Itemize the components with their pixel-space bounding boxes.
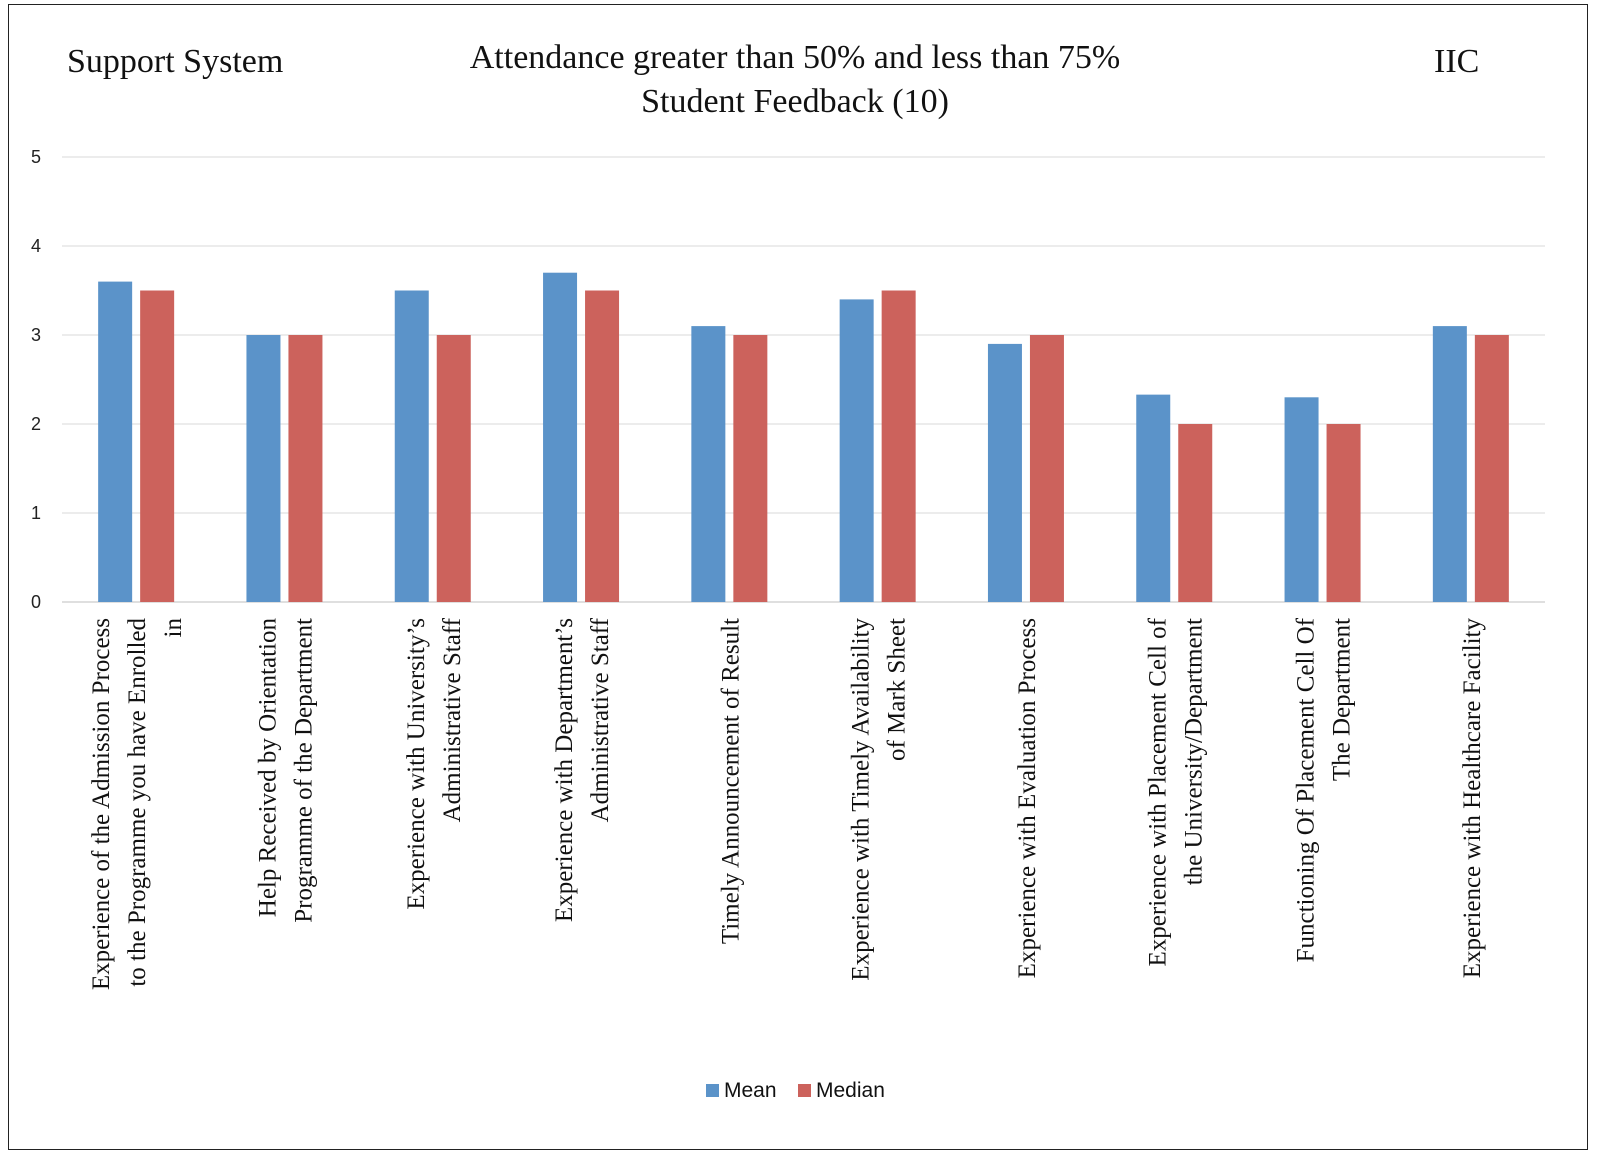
- chart-title-line-2: Student Feedback (10): [641, 83, 949, 120]
- bar-median: [1178, 424, 1213, 602]
- y-tick-label: 2: [31, 414, 41, 434]
- bar-mean: [987, 343, 1022, 602]
- x-category-label: Experience with Timely Availability: [848, 618, 875, 981]
- x-category-label: Administrative Staff: [439, 617, 466, 822]
- y-tick-label: 5: [31, 147, 41, 167]
- y-tick-label: 1: [31, 503, 41, 523]
- bar-mean: [839, 299, 874, 602]
- bar-median: [288, 335, 323, 602]
- x-category-label: The Department: [1329, 618, 1356, 781]
- legend-label-median: Median: [816, 1079, 885, 1102]
- y-tick-label: 0: [31, 592, 41, 612]
- x-category-label: Help Received by Orientation: [254, 618, 281, 918]
- x-category-label: Experience of the Admission Process: [88, 618, 115, 990]
- bar-median: [140, 290, 175, 602]
- bar-mean: [543, 272, 578, 602]
- x-category-label: Functioning Of Placement Cell Of: [1293, 617, 1320, 962]
- bar-median: [1029, 335, 1064, 602]
- chart-title-line-1: Attendance greater than 50% and less tha…: [469, 39, 1121, 76]
- header-right-label: IIC: [1434, 43, 1480, 80]
- x-category-label: Experience with Department’s: [551, 618, 578, 922]
- legend-label-mean: Mean: [724, 1079, 777, 1102]
- legend-swatch-mean: [706, 1084, 719, 1097]
- x-category-label: Programme of the Department: [290, 618, 317, 923]
- bar-mean: [246, 335, 281, 602]
- x-category-label: Experience with Evaluation Process: [1014, 618, 1041, 978]
- bar-mean: [394, 290, 429, 602]
- bar-mean: [1432, 326, 1467, 602]
- bar-mean: [98, 281, 133, 602]
- y-tick-label: 4: [31, 236, 41, 256]
- bar-mean: [691, 326, 726, 602]
- x-category-label: in: [160, 618, 187, 638]
- bar-mean: [1136, 394, 1171, 602]
- y-tick-label: 3: [31, 325, 41, 345]
- x-category-label: Experience with University’s: [403, 618, 430, 910]
- x-category-label: Administrative Staff: [587, 617, 614, 822]
- chart-title: Attendance greater than 50% and less tha…: [400, 36, 1190, 124]
- x-category-label: the University/Department: [1180, 618, 1207, 885]
- bar-mean: [1284, 397, 1319, 602]
- bar-median: [585, 290, 620, 602]
- x-category-label: Experience with Placement Cell of: [1144, 617, 1171, 966]
- bar-median: [1474, 335, 1509, 602]
- legend-swatch-median: [798, 1084, 811, 1097]
- header-left-label: Support System: [67, 43, 284, 80]
- x-category-label: Experience with Healthcare Facility: [1459, 618, 1486, 979]
- bar-median: [881, 290, 916, 602]
- x-category-label: to the Programme you have Enrolled: [124, 618, 151, 987]
- x-category-label: Timely Announcement of Result: [717, 618, 744, 944]
- bar-median: [436, 335, 471, 602]
- bar-median: [1326, 424, 1361, 602]
- x-category-label: of Mark Sheet: [884, 618, 911, 761]
- bar-median: [733, 335, 768, 602]
